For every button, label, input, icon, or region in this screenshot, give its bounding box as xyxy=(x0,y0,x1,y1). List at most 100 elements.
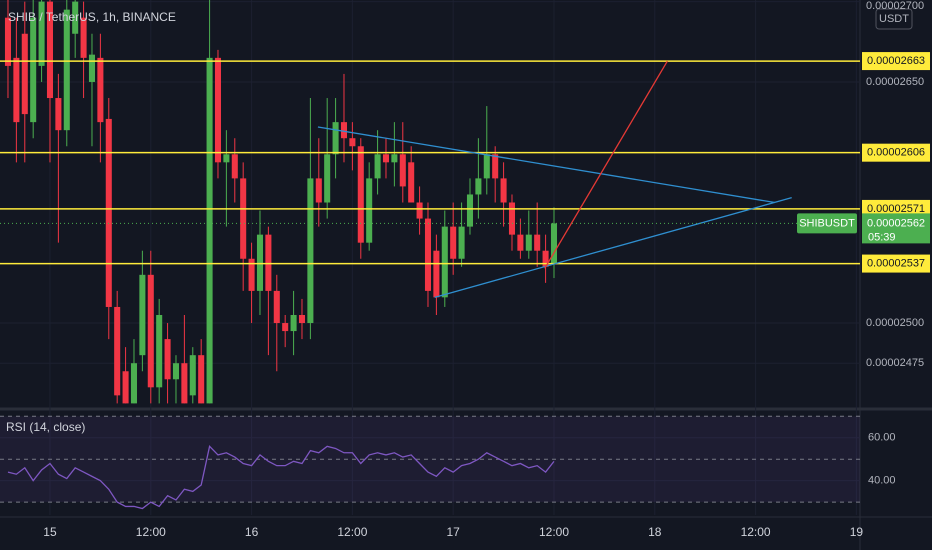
candle-body xyxy=(55,98,62,131)
candle-body xyxy=(324,154,331,203)
candle-body xyxy=(265,234,272,291)
candle-body xyxy=(198,355,205,404)
candle-body xyxy=(382,154,390,163)
y-tick-label: 0.00002650 xyxy=(866,76,924,88)
candle-body xyxy=(105,118,112,307)
rsi-tick-label: 60.00 xyxy=(868,432,896,444)
candle-body xyxy=(256,234,264,291)
candle-body xyxy=(525,234,532,251)
candle-body xyxy=(139,274,146,356)
candle-body xyxy=(30,17,37,123)
candle-body xyxy=(13,57,20,123)
level-label: 0.00002537 xyxy=(867,257,925,269)
candle-body xyxy=(298,315,306,324)
candle-body xyxy=(130,363,138,404)
candle-body xyxy=(46,1,54,99)
rsi-band xyxy=(0,416,860,503)
candle-body xyxy=(349,138,356,147)
candle-body xyxy=(366,178,373,243)
candle-body xyxy=(181,363,188,404)
level-tag xyxy=(862,254,930,273)
candle-body xyxy=(307,178,314,324)
symbol-label: SHIBUSDT xyxy=(799,217,855,229)
candle-body xyxy=(466,194,474,227)
level-label: 0.00002663 xyxy=(867,55,925,67)
x-tick-label: 12:00 xyxy=(136,525,166,539)
trend-line xyxy=(317,126,776,204)
candle-body xyxy=(21,33,28,115)
y-tick-label: 0.00002700 xyxy=(866,0,924,12)
candle-body xyxy=(534,234,541,251)
candle-body xyxy=(164,339,171,380)
candle-body xyxy=(450,226,457,259)
price-tag xyxy=(862,213,930,244)
trend-line xyxy=(434,197,792,298)
candle-body xyxy=(475,178,482,195)
x-tick-label: 12:00 xyxy=(741,525,771,539)
candle-body xyxy=(483,154,490,179)
currency-box[interactable] xyxy=(875,8,913,30)
candle-body xyxy=(408,162,415,203)
candle-body xyxy=(122,371,129,404)
countdown-label: 05:39 xyxy=(868,231,896,243)
currency-label[interactable]: USDT xyxy=(879,13,909,25)
candle-body xyxy=(340,122,348,139)
candle-body xyxy=(315,178,322,203)
symbol-tag xyxy=(797,213,857,234)
candle-body xyxy=(214,57,222,163)
candle-body xyxy=(97,57,104,123)
x-tick-label: 12:00 xyxy=(539,525,569,539)
candle-body xyxy=(38,1,45,66)
trend-line xyxy=(544,60,668,269)
candle-body xyxy=(282,323,289,332)
candle-body xyxy=(240,178,247,259)
x-tick-label: 15 xyxy=(43,525,57,539)
candle-body xyxy=(248,258,255,291)
candle-body xyxy=(391,154,398,163)
candle-body xyxy=(156,315,163,388)
level-label: 0.00002606 xyxy=(867,147,925,159)
candle-body xyxy=(332,122,339,155)
level-tag xyxy=(862,143,930,162)
candle-body xyxy=(63,9,70,131)
candle-body xyxy=(424,218,432,291)
price-label: 0.00002562 xyxy=(867,217,925,229)
candle-body xyxy=(231,154,238,179)
candle-body xyxy=(517,234,524,251)
candle-body xyxy=(550,223,558,264)
indicator-title: RSI (14, close) xyxy=(6,420,85,434)
x-tick-label: 18 xyxy=(648,525,662,539)
candle-body xyxy=(458,226,465,259)
x-tick-label: 19 xyxy=(850,525,864,539)
y-tick-label: 0.00002475 xyxy=(866,357,924,369)
candle-body xyxy=(399,154,406,187)
candle-body xyxy=(542,250,549,267)
symbol-title: SHIB / TetherUS, 1h, BINANCE xyxy=(8,10,176,24)
candle-body xyxy=(80,17,87,58)
level-tag xyxy=(862,52,930,71)
candle-body xyxy=(433,250,440,298)
y-tick-label: 0.00002500 xyxy=(866,317,924,329)
x-tick-label: 12:00 xyxy=(337,525,367,539)
candle-body xyxy=(4,17,12,66)
candle-body xyxy=(114,306,121,396)
candle-body xyxy=(357,146,364,243)
candle-body xyxy=(206,57,213,404)
candle-body xyxy=(500,178,507,203)
candle-body xyxy=(172,363,180,380)
rsi-line xyxy=(7,445,555,510)
candle-body xyxy=(416,202,423,219)
candle-body xyxy=(441,226,448,298)
candle-body xyxy=(189,355,196,396)
candle-body xyxy=(492,154,499,179)
x-tick-label: 17 xyxy=(447,525,461,539)
candle-body xyxy=(508,202,516,235)
candle-body xyxy=(88,54,96,82)
candle-body xyxy=(290,315,297,332)
candle-body xyxy=(374,154,381,179)
candle-body xyxy=(147,274,154,388)
candle-body xyxy=(223,154,230,163)
